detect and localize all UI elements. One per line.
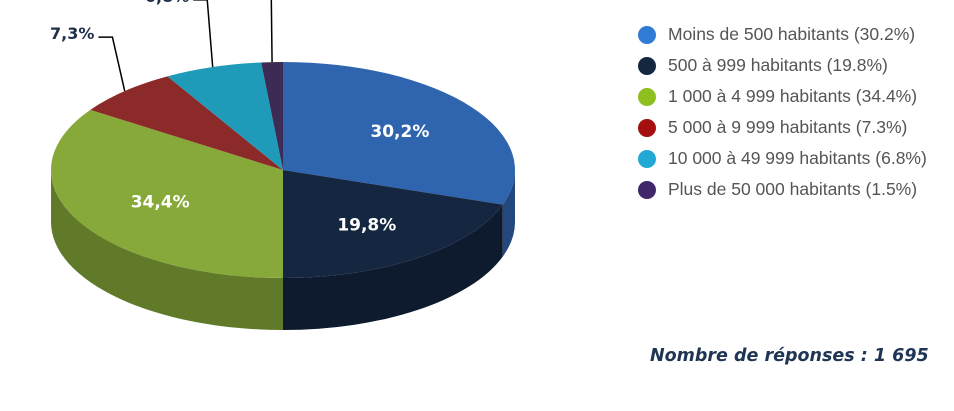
data-label-2: 19,8% <box>337 215 396 235</box>
legend-label-4: 5 000 à 9 999 habitants <box>668 117 856 137</box>
data-label-1: 30,2% <box>370 122 429 142</box>
legend-swatch-5 <box>638 150 656 168</box>
leader-line-4 <box>98 36 126 92</box>
legend-label-2: 500 à 999 habitants <box>668 55 827 75</box>
legend-value-4: (7.3%) <box>855 117 908 137</box>
pie-side-3 <box>51 170 283 330</box>
legend-swatch-6 <box>638 181 656 199</box>
legend-value-5: (6.8%) <box>875 148 927 168</box>
data-label-5: 6,8% <box>145 0 189 6</box>
legend-item-1: Moins de 500 habitants (30.2%) <box>638 22 948 46</box>
data-label-4: 7,3% <box>50 24 94 43</box>
legend-swatch-2 <box>638 57 656 75</box>
legend-value-1: (30.2%) <box>853 24 916 44</box>
legend-item-6: Plus de 50 000 habitants (1.5%) <box>638 177 948 201</box>
legend-label-5: 10 000 à 49 999 habitants <box>668 148 876 168</box>
legend-swatch-4 <box>638 119 656 137</box>
pie-side-2 <box>283 204 503 330</box>
legend-value-6: (1.5%) <box>865 179 918 199</box>
response-count-note: Nombre de réponses : 1 695 <box>650 346 929 366</box>
pie-slice-1 <box>283 62 515 205</box>
leader-line-6 <box>270 0 273 63</box>
pie-slice-4 <box>90 76 283 170</box>
legend: Moins de 500 habitants (30.2%) 500 à 999 … <box>638 22 948 208</box>
leader-line-5 <box>193 0 214 68</box>
legend-swatch-3 <box>638 88 656 106</box>
legend-item-5: 10 000 à 49 999 habitants (6.8%) <box>638 146 948 170</box>
pie-slice-2 <box>283 170 503 278</box>
pie-side-1 <box>502 170 515 257</box>
legend-item-4: 5 000 à 9 999 habitants (7.3%) <box>638 115 948 139</box>
pie-layer <box>51 62 515 330</box>
legend-value-2: (19.8%) <box>826 55 888 75</box>
legend-label-1: Moins de 500 habitants <box>668 24 854 44</box>
legend-item-2: 500 à 999 habitants (19.8%) <box>638 53 948 77</box>
legend-label-6: Plus de 50 000 habitants <box>668 179 866 199</box>
data-label-layer: 30,2%19,8%34,4%7,3%6,8%1,5% <box>50 0 429 235</box>
pie-chart: 30,2%19,8%34,4%7,3%6,8%1,5% <box>50 0 515 330</box>
pie-slice-5 <box>167 62 283 170</box>
legend-value-3: (34.4%) <box>855 86 918 106</box>
data-label-3: 34,4% <box>131 193 190 213</box>
legend-label-3: 1 000 à 4 999 habitants <box>668 86 856 106</box>
pie-slice-6 <box>261 62 283 170</box>
legend-swatch-1 <box>638 26 656 44</box>
legend-item-3: 1 000 à 4 999 habitants (34.4%) <box>638 84 948 108</box>
pie-slice-3 <box>51 109 283 278</box>
